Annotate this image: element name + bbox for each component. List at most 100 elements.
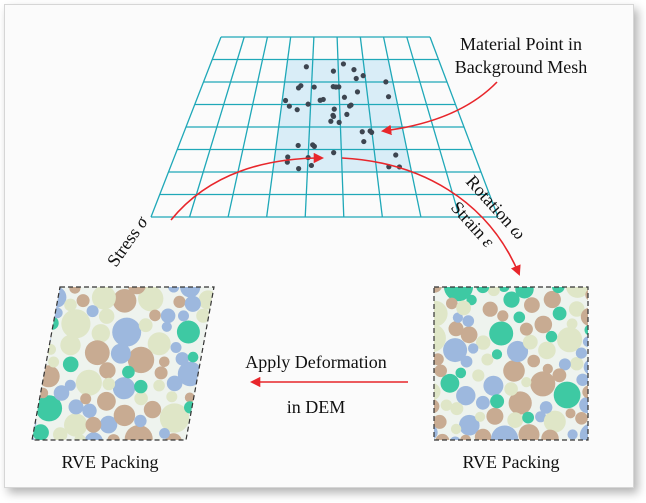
particle: [168, 287, 180, 293]
particle: [450, 436, 461, 440]
particle: [565, 408, 576, 419]
particle: [178, 310, 189, 322]
particle: [481, 353, 494, 366]
particle: [159, 428, 170, 439]
particle: [112, 289, 137, 313]
particle: [68, 399, 84, 415]
particle: [122, 365, 135, 379]
particle: [483, 375, 504, 396]
particle: [582, 385, 588, 399]
particle: [538, 341, 556, 360]
material-point: [359, 129, 365, 135]
material-point: [360, 73, 366, 79]
particle: [482, 301, 498, 317]
particle: [503, 291, 520, 308]
particle: [165, 433, 182, 440]
particle: [565, 287, 588, 298]
particle: [32, 387, 39, 399]
particle: [138, 318, 153, 333]
material-point: [385, 94, 392, 100]
particle: [472, 369, 485, 382]
material-point: [286, 103, 292, 109]
particle: [575, 412, 588, 425]
material-point: [303, 64, 309, 70]
particle: [53, 385, 70, 401]
particle: [490, 394, 505, 409]
particle: [539, 401, 553, 414]
particle: [542, 363, 553, 374]
particle: [570, 357, 584, 371]
particle: [53, 427, 68, 440]
particle: [568, 301, 585, 317]
material-point: [341, 94, 348, 100]
material-point-label-line2: Background Mesh: [455, 57, 587, 77]
particle: [84, 340, 110, 366]
particle: [184, 295, 201, 312]
particle: [582, 336, 588, 347]
particle: [545, 330, 558, 343]
particle: [62, 356, 79, 373]
particle: [175, 352, 189, 366]
mesh-grid-lines: [150, 36, 499, 218]
particle: [113, 404, 136, 427]
particle: [491, 425, 519, 440]
material-point: [317, 97, 323, 103]
particle: [543, 410, 566, 433]
particle: [161, 321, 172, 332]
particle: [476, 335, 491, 350]
particle: [177, 361, 203, 387]
particle: [97, 391, 116, 411]
particle: [99, 362, 116, 379]
particles-left: [32, 287, 214, 440]
highlighted-element-region: [272, 59, 412, 172]
particle: [159, 403, 190, 433]
particle: [176, 320, 200, 344]
particle: [86, 305, 99, 318]
material-point: [348, 102, 354, 108]
particle: [567, 429, 578, 440]
particle: [541, 429, 559, 440]
particle: [446, 297, 458, 310]
particle: [32, 424, 49, 440]
particle: [35, 395, 63, 422]
particle: [76, 294, 90, 308]
material-point: [285, 154, 291, 160]
particle: [452, 312, 463, 323]
particle: [583, 359, 588, 375]
material-point: [328, 118, 334, 124]
material-point: [367, 128, 373, 134]
particle: [143, 400, 162, 419]
material-point: [310, 142, 316, 148]
particle: [33, 350, 48, 365]
particle: [434, 383, 441, 401]
material-point: [353, 75, 359, 82]
material-point: [311, 84, 317, 90]
particle: [110, 343, 131, 364]
particle: [557, 327, 583, 353]
material-point: [295, 142, 301, 149]
material-point: [282, 97, 289, 104]
apply-deformation-label-line2: in DEM: [287, 397, 346, 417]
particle: [138, 287, 164, 312]
particle: [91, 324, 111, 343]
material-point: [340, 61, 347, 67]
particle: [558, 358, 571, 371]
particle: [450, 402, 464, 416]
particle: [522, 411, 534, 424]
particle: [52, 307, 63, 319]
particle: [460, 434, 471, 440]
particle: [147, 332, 171, 356]
particle: [102, 377, 116, 391]
stress-arrow: [170, 152, 325, 221]
material-point: [361, 138, 367, 145]
particle: [489, 321, 514, 346]
particle: [187, 351, 199, 363]
particle: [84, 432, 103, 440]
particle: [196, 308, 211, 323]
particle: [99, 308, 115, 324]
material-point: [298, 83, 304, 89]
particle: [435, 433, 450, 440]
particle: [456, 386, 476, 406]
particle: [486, 407, 504, 425]
